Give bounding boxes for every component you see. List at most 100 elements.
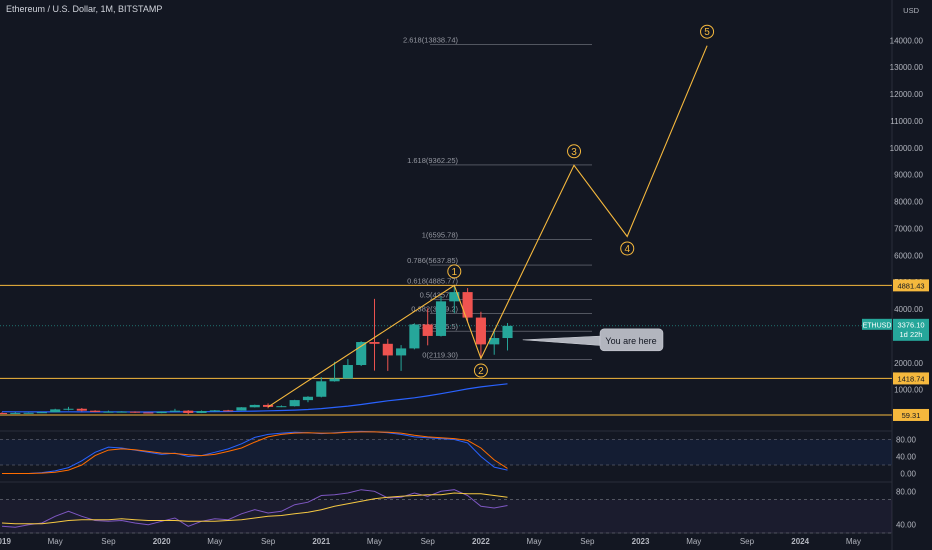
candle-body [289,400,300,407]
callout-pointer [522,335,606,347]
time-tick-label: Sep [580,537,595,546]
rsi-ma-line [1,492,508,525]
time-tick-label: 2023 [632,537,650,546]
candle-body [50,409,61,413]
price-tick-label: 4000.00 [894,305,923,314]
stochastic-pane [0,430,892,474]
elliott-wave[interactable]: 1 2 3 4 5 [267,24,715,408]
wave-label-circle [620,241,635,256]
candle-body [116,411,127,413]
symbol-title: Ethereum / U.S. Dollar, 1M, BITSTAMP [6,4,163,14]
callout-text: You are here [605,336,656,346]
time-axis[interactable]: 2019 May Sep 2020 May Sep 2021 May Sep 2022 May Sep… [0,537,861,546]
fibonacci-extension[interactable]: 2.618(13838.74) 1.618(9362.25) 1(6595.78) 0… [403,36,592,360]
time-tick-label: May [686,537,701,546]
candle-body [502,325,513,339]
candle-body [36,412,47,414]
candle-body [329,378,340,382]
candle-body [23,412,34,414]
candle-body [356,342,367,366]
wave-path[interactable] [267,45,708,408]
price-tick-label: 11000.00 [890,117,923,126]
candle-body [462,292,473,318]
time-tick-label: May [48,537,63,546]
candle-body [342,365,353,379]
fib-level-label: 2.618(13838.74) [403,36,459,45]
candle-body [90,410,101,412]
candle-body [435,301,447,336]
time-tick-label: May [527,537,542,546]
symbol-tag[interactable] [862,318,892,330]
candle-body [183,410,194,413]
price-tick-label: 8000.00 [894,198,923,207]
time-tick-label: Sep [421,537,436,546]
callout-box [599,328,664,352]
you-are-here-callout[interactable]: You are here [522,328,664,352]
stoch-d-line [2,431,508,474]
candle-body [249,404,260,408]
candle-body [0,412,8,414]
wave-label-circle [567,144,582,159]
time-tick-label: 2022 [472,537,490,546]
stoch-tick-label: 80.00 [896,436,917,445]
stoch-tick-label: 40.00 [896,453,917,462]
wave-label-circle [700,24,715,39]
rsi-band [0,499,892,533]
candle-body [236,407,247,411]
level-tag-label: 59.31 [902,411,921,420]
fib-level-label: 0.618(4885.77) [407,276,458,285]
candle-body [63,408,74,410]
fib-level-label: 0.382(3829.2) [411,305,458,314]
candle-body [209,410,220,412]
level-tag[interactable] [893,372,929,385]
time-tick-label: May [367,537,382,546]
candle-body [449,292,460,302]
candle-body [10,412,21,414]
candle-body [169,410,180,412]
moving-average [1,383,508,413]
time-tick-label: May [207,537,222,546]
candle-body [129,411,141,413]
stoch-tick-label: 0.00 [900,470,916,479]
wave-label: 5 [704,27,710,38]
candle-body [196,411,207,413]
candle-body [382,343,393,356]
rsi-tick-label: 80.00 [896,487,917,496]
horizontal-levels[interactable] [0,284,892,416]
candle-body [475,317,486,345]
candle-body [302,396,314,401]
level-tag-label: 1418.74 [897,374,924,383]
wave-label-circle [473,363,488,378]
level-tag[interactable] [893,279,929,292]
price-axis[interactable]: USD 14000.00 13000.00 12000.00 11000.00 10000… [862,6,929,530]
candle-body [223,410,234,412]
level-tag[interactable] [893,408,929,421]
candle-body [156,411,167,414]
ma-line [1,383,508,413]
price-tick-label: 10000.00 [890,144,924,153]
time-tick-label: 2024 [791,537,809,546]
price-tick-label: 12000.00 [890,90,924,99]
time-tick-label: Sep [740,537,755,546]
candle-body [76,408,87,411]
time-tick-label: 2020 [153,537,171,546]
wave-label: 1 [452,267,458,278]
currency-label: USD [903,6,919,15]
fib-level-label: 1.618(9362.25) [407,156,458,165]
candle-body [422,324,433,336]
symbol-tag-label: ETHUSD [863,322,892,329]
grid-lines [0,0,893,550]
candle-body [276,406,287,408]
level-tag-label: 4881.43 [897,281,924,290]
time-tick-label: May [846,537,861,546]
price-tick-label: 6000.00 [894,251,923,260]
wave-label-circle [447,264,462,279]
price-tick-label: 9000.00 [894,171,923,180]
candle-body [489,338,500,345]
price-tag[interactable] [893,318,929,341]
candlestick-series [0,285,513,415]
candle-body [369,342,380,344]
candle-body [409,324,420,349]
price-tag-countdown: 1d 22h [900,330,923,339]
